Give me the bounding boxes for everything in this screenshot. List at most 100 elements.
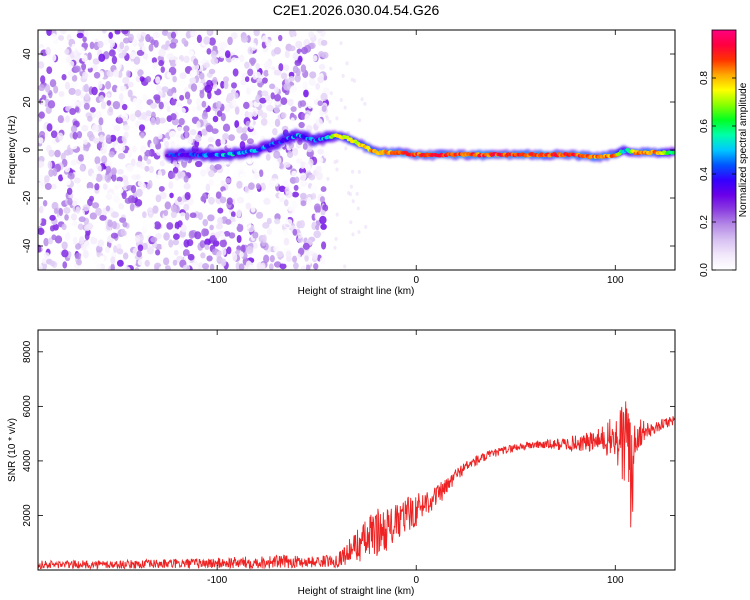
noise-blob: [101, 141, 108, 150]
noise-blob: [152, 205, 159, 214]
noise-blob: [196, 34, 202, 44]
noise-blob: [302, 143, 308, 150]
noise-blob: [283, 64, 290, 71]
noise-blob: [75, 89, 82, 97]
noise-blob: [46, 66, 53, 74]
noise-blob: [140, 145, 147, 153]
noise-blob: [172, 259, 178, 266]
noise-blob: [113, 125, 121, 131]
noise-blob: [352, 78, 357, 83]
noise-blob: [183, 239, 190, 248]
noise-blob: [53, 207, 59, 215]
noise-blob: [137, 69, 144, 77]
noise-blob: [93, 137, 100, 144]
noise-blob: [179, 243, 184, 250]
noise-blob: [207, 136, 215, 143]
noise-blob: [116, 265, 124, 270]
noise-blob: [144, 149, 152, 157]
noise-blob: [163, 209, 169, 217]
noise-blob: [64, 214, 69, 221]
noise-blob: [108, 49, 116, 57]
noise-blob: [51, 201, 59, 210]
noise-blob: [198, 54, 204, 62]
noise-blob: [256, 77, 263, 84]
noise-blob: [239, 173, 245, 182]
noise-blob: [49, 214, 56, 221]
noise-blob: [285, 250, 292, 259]
noise-blob: [182, 249, 190, 257]
noise-blob: [247, 68, 254, 77]
noise-blob: [271, 30, 279, 33]
noise-blob: [351, 232, 355, 237]
noise-blob: [170, 140, 176, 148]
noise-blob: [232, 169, 239, 178]
noise-blob: [317, 100, 324, 107]
noise-blob: [93, 71, 101, 79]
noise-blob: [150, 236, 158, 243]
noise-blob: [223, 76, 230, 83]
noise-blob: [300, 112, 306, 120]
noise-blob: [211, 128, 219, 134]
noise-blob: [116, 248, 124, 255]
noise-blob: [288, 45, 296, 52]
noise-blob: [78, 236, 85, 245]
noise-blob: [313, 203, 321, 212]
noise-blob: [316, 30, 323, 34]
noise-blob: [89, 41, 95, 50]
noise-blob: [134, 267, 140, 270]
noise-blob: [251, 42, 257, 51]
noise-blob: [244, 220, 252, 230]
noise-blob: [339, 41, 343, 46]
noise-blob: [323, 151, 330, 159]
noise-blob: [153, 39, 159, 48]
noise-blob: [343, 105, 347, 110]
noise-blob: [209, 164, 215, 171]
noise-blob: [244, 61, 250, 69]
noise-blob: [208, 196, 215, 205]
noise-blob: [83, 83, 89, 93]
noise-blob: [121, 103, 128, 111]
noise-blob: [245, 202, 252, 210]
noise-blob: [208, 37, 216, 46]
noise-blob: [308, 31, 315, 39]
noise-blob: [163, 232, 170, 241]
noise-blob: [183, 203, 190, 211]
noise-blob: [344, 146, 348, 151]
noise-blob: [64, 81, 71, 90]
noise-blob: [127, 149, 133, 158]
snr-x-axis-label: Height of straight line (km): [298, 586, 415, 597]
noise-blob: [217, 217, 223, 225]
noise-blob: [116, 62, 122, 71]
noise-blob: [208, 68, 216, 75]
y-tick-label: 20: [22, 96, 33, 108]
noise-blob: [200, 195, 206, 202]
noise-blob: [335, 116, 339, 121]
noise-blob: [258, 169, 264, 177]
noise-blob: [184, 191, 191, 201]
noise-blob: [320, 209, 326, 216]
noise-blob: [204, 244, 210, 250]
noise-blob: [112, 220, 117, 230]
noise-blob: [240, 35, 249, 43]
noise-blob: [141, 111, 147, 121]
noise-blob: [335, 159, 339, 164]
noise-blob: [137, 101, 143, 108]
noise-blob: [152, 32, 160, 39]
noise-blob: [126, 164, 134, 172]
noise-blob: [184, 130, 189, 139]
noise-blob: [77, 154, 85, 162]
noise-blob: [67, 172, 75, 180]
noise-blob: [119, 41, 125, 50]
noise-blob: [278, 192, 285, 199]
noise-blob: [89, 212, 98, 220]
colorbar-tick-label: 0.4: [699, 167, 710, 181]
noise-blob: [179, 72, 187, 80]
noise-blob: [71, 220, 78, 227]
noise-blob: [90, 259, 95, 266]
noise-blob: [349, 184, 353, 189]
noise-blob: [290, 106, 297, 112]
noise-blob: [119, 92, 124, 102]
noise-blob: [106, 70, 114, 78]
noise-blob: [293, 184, 299, 191]
noise-blob: [119, 217, 127, 223]
